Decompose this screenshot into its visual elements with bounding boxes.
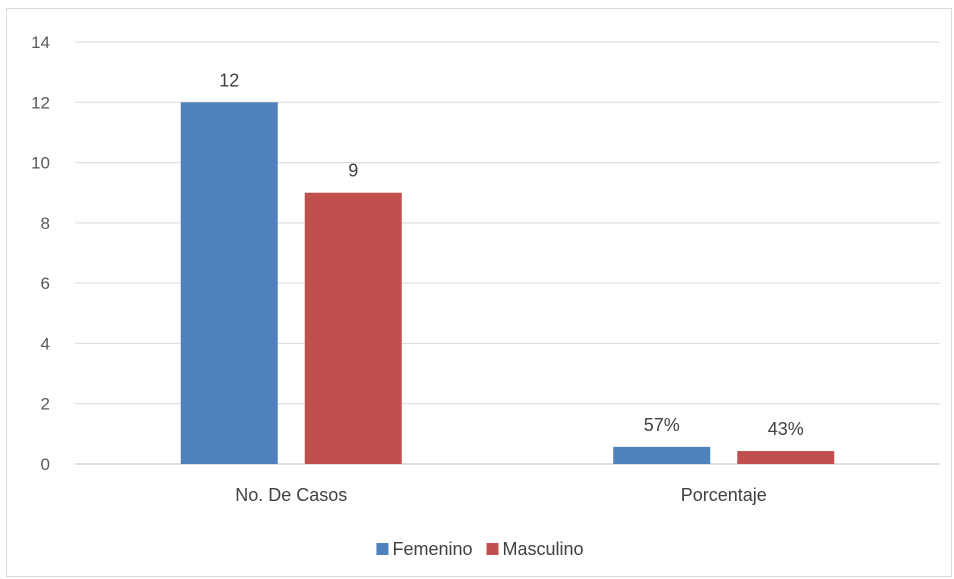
category-label: Porcentaje bbox=[681, 485, 767, 505]
y-tick-label: 14 bbox=[31, 33, 50, 52]
y-axis-ticks: 0 2 4 6 8 10 12 14 bbox=[31, 33, 50, 474]
chart-frame: 0 2 4 6 8 10 12 14 12 9 57% 43% No. De Casos Porcen… bbox=[6, 8, 952, 577]
y-tick-label: 4 bbox=[41, 334, 50, 353]
bars bbox=[180, 102, 835, 465]
data-label: 12 bbox=[219, 70, 239, 90]
y-tick-label: 8 bbox=[41, 214, 50, 233]
data-label: 9 bbox=[348, 161, 358, 181]
data-labels: 12 9 57% 43% bbox=[219, 70, 804, 439]
legend-swatch-femenino bbox=[376, 543, 389, 555]
bar-masculino-0 bbox=[304, 192, 402, 464]
y-tick-label: 10 bbox=[31, 154, 50, 173]
legend: Femenino Masculino bbox=[376, 539, 584, 559]
bar-chart: 0 2 4 6 8 10 12 14 12 9 57% 43% No. De Casos Porcen… bbox=[31, 33, 940, 559]
legend-swatch-masculino bbox=[486, 543, 499, 555]
y-tick-label: 6 bbox=[41, 274, 50, 293]
y-tick-label: 2 bbox=[41, 395, 50, 414]
y-tick-label: 12 bbox=[31, 93, 50, 112]
data-label: 57% bbox=[644, 415, 680, 435]
category-labels: No. De Casos Porcentaje bbox=[235, 485, 767, 505]
category-label: No. De Casos bbox=[235, 485, 347, 505]
y-tick-label: 0 bbox=[41, 455, 50, 474]
data-label: 43% bbox=[768, 419, 804, 439]
bar-femenino-0 bbox=[180, 102, 278, 465]
legend-label-masculino: Masculino bbox=[503, 539, 584, 559]
bar-masculino-1 bbox=[737, 451, 835, 464]
bar-femenino-1 bbox=[613, 446, 711, 464]
legend-label-femenino: Femenino bbox=[392, 539, 472, 559]
